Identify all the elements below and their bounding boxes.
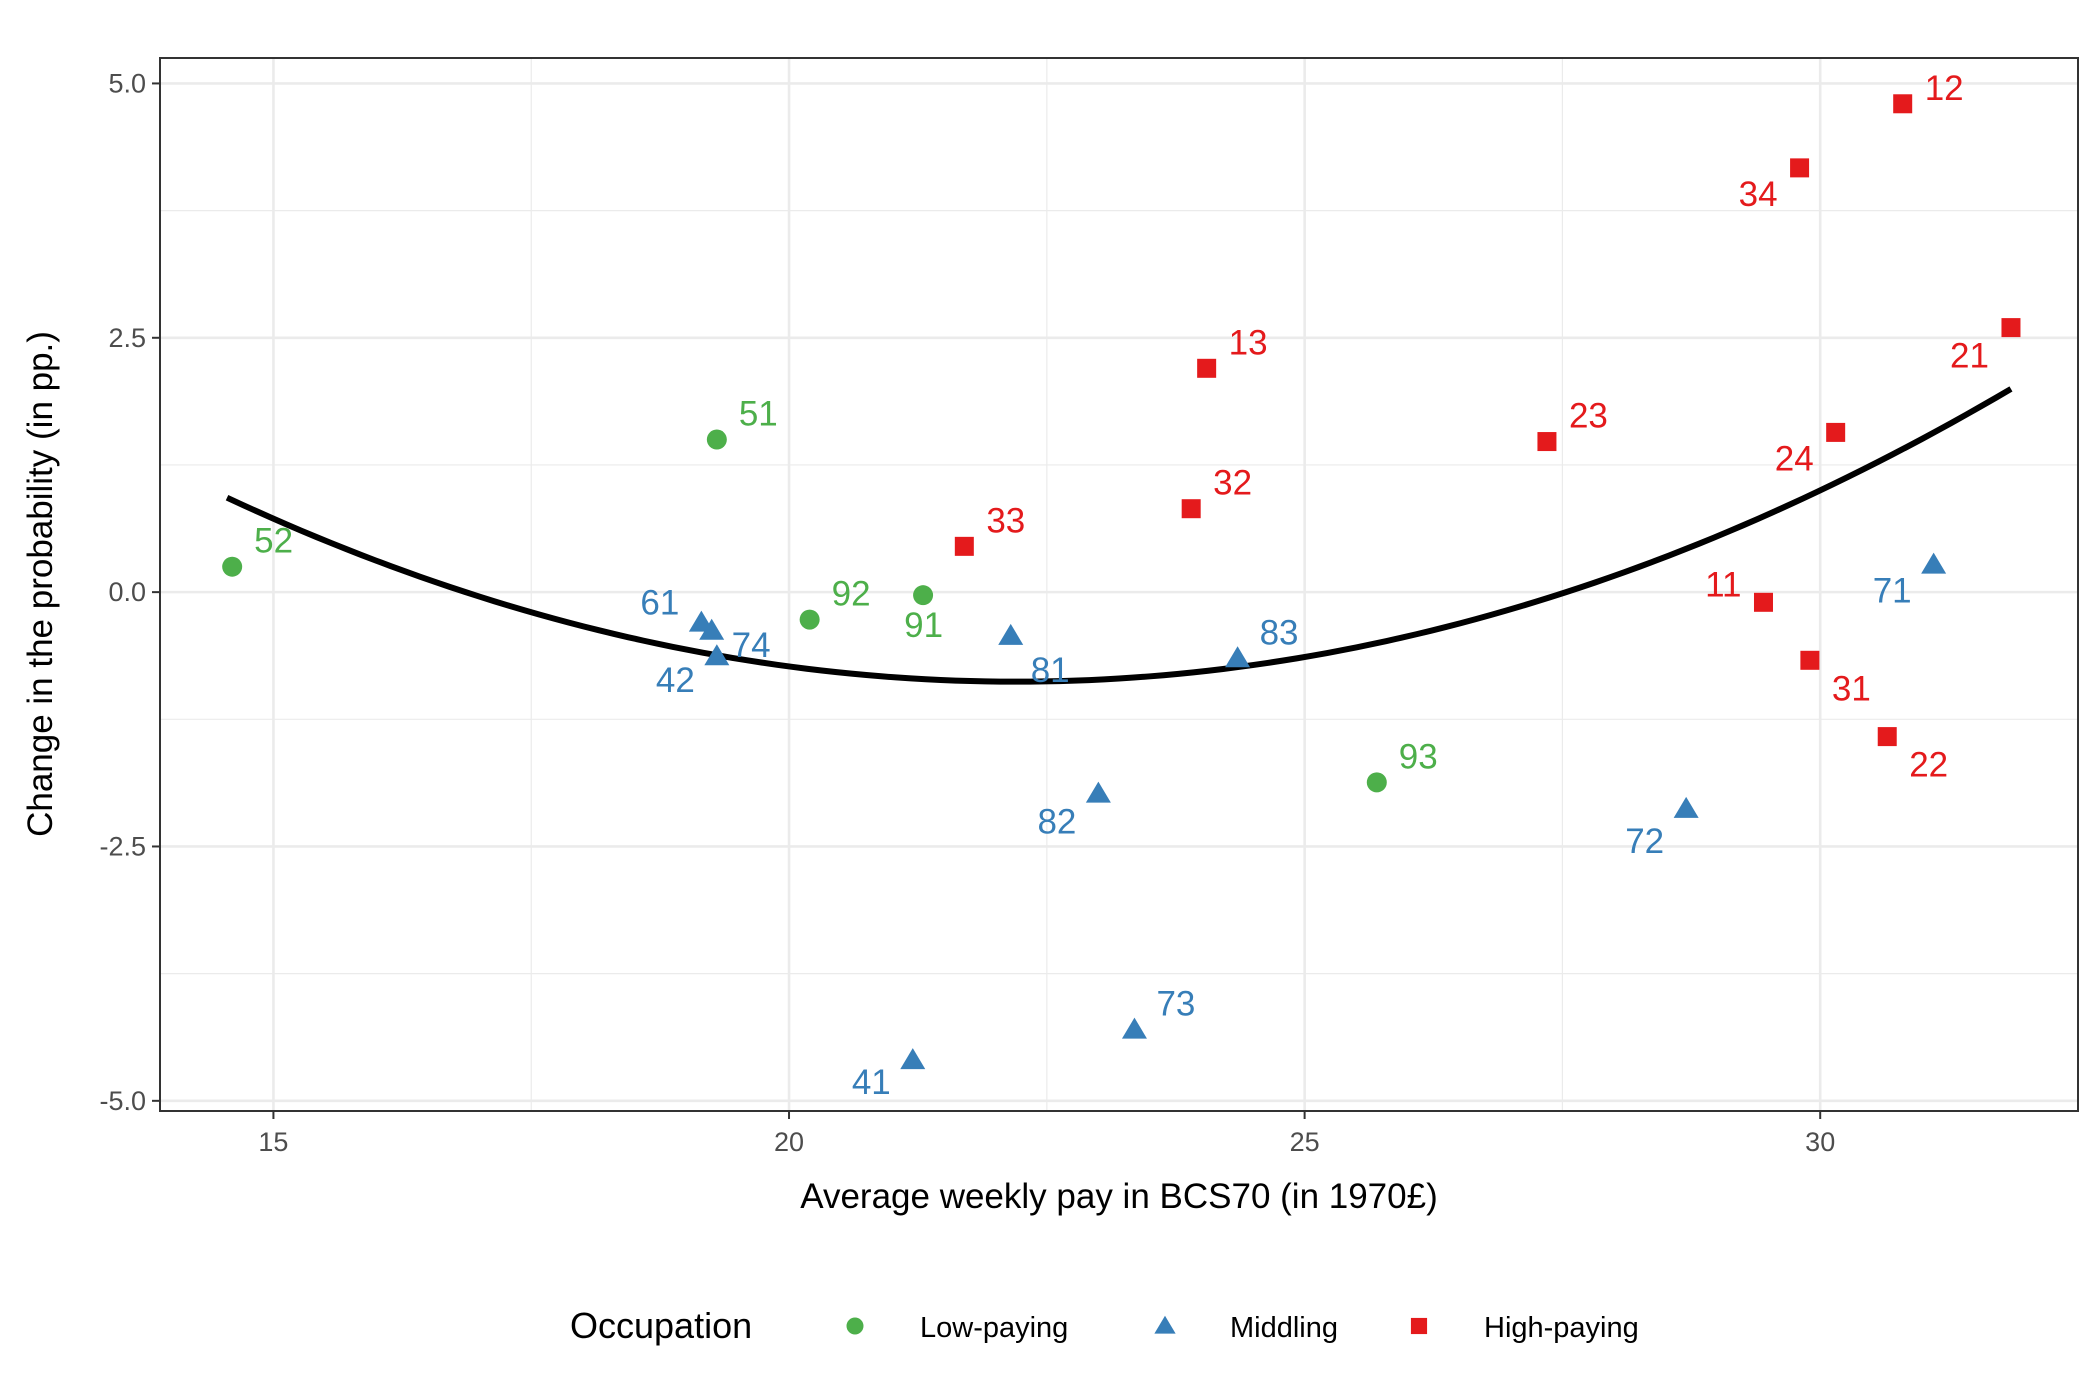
point-label: 93 — [1399, 737, 1438, 776]
data-point — [1121, 1017, 1147, 1039]
data-point — [1366, 772, 1387, 793]
plot-panel-border — [159, 57, 2079, 1112]
data-point — [1537, 432, 1557, 452]
major-gridlines — [160, 58, 2078, 1111]
point-label: 71 — [1873, 572, 1912, 611]
point-label: 82 — [1037, 803, 1076, 842]
data-point — [900, 1048, 926, 1070]
point-label: 11 — [1705, 565, 1741, 604]
x-tick-label: 25 — [1290, 1127, 1320, 1157]
point-label: 42 — [656, 661, 695, 700]
legend-label: Low-paying — [920, 1312, 1068, 1344]
point-label: 73 — [1156, 985, 1195, 1024]
point-label: 41 — [852, 1063, 891, 1102]
point-label: 72 — [1625, 822, 1664, 861]
data-point — [1790, 158, 1810, 178]
data-point — [1893, 94, 1913, 114]
data-point — [1197, 358, 1217, 378]
legend: Occupation Low-paying Middling High-paying — [570, 1305, 1639, 1346]
x-tick-label: 20 — [774, 1127, 804, 1157]
point-label: 12 — [1925, 69, 1964, 108]
legend-label: Middling — [1230, 1312, 1338, 1344]
x-axis-title: Average weekly pay in BCS70 (in 1970£) — [800, 1177, 1438, 1216]
legend-title: Occupation — [570, 1305, 752, 1346]
point-label: 33 — [986, 501, 1025, 540]
point-label: 31 — [1832, 669, 1871, 708]
y-tick-label: 2.5 — [108, 323, 146, 353]
fit-curve-layer — [225, 386, 2013, 685]
axes: 15 20 25 30 -5.0 -2.5 0.0 2.5 5.0 — [99, 68, 1835, 1157]
data-point — [1181, 499, 1201, 519]
data-point — [699, 618, 725, 640]
point-label: 74 — [732, 626, 771, 665]
data-point — [706, 429, 727, 450]
point-label: 83 — [1260, 613, 1299, 652]
data-point — [1877, 727, 1897, 747]
point-label: 61 — [640, 584, 679, 623]
data-point — [2001, 318, 2021, 338]
y-tick-label: 0.0 — [108, 577, 146, 607]
data-point — [1921, 552, 1947, 574]
data-point — [1225, 646, 1251, 668]
data-points-layer: 51 52 92 91 93 61 74 42 81 83 82 73 41 72 71 12 34 21 13 23… — [222, 69, 2021, 1102]
legend-key-circle — [846, 1317, 864, 1335]
point-label: 21 — [1950, 337, 1989, 376]
point-label: 91 — [904, 606, 943, 645]
point-label: 23 — [1569, 397, 1608, 436]
data-point — [1800, 650, 1820, 670]
data-point — [704, 644, 730, 666]
point-label: 52 — [254, 522, 293, 561]
data-point — [1826, 422, 1846, 442]
data-point — [1753, 592, 1773, 612]
point-label: 13 — [1229, 323, 1268, 362]
data-point — [998, 623, 1024, 645]
legend-label: High-paying — [1484, 1312, 1639, 1344]
point-label: 92 — [832, 575, 871, 614]
point-label: 32 — [1213, 464, 1252, 503]
fit-curve — [225, 386, 2013, 685]
x-tick-label: 30 — [1805, 1127, 1835, 1157]
legend-key-square — [1410, 1317, 1428, 1335]
data-point — [1673, 796, 1699, 818]
point-label: 22 — [1909, 746, 1948, 785]
y-tick-label: -2.5 — [99, 831, 146, 861]
data-point — [799, 609, 820, 630]
y-axis-title: Change in the probability (in pp.) — [21, 331, 60, 837]
data-point — [222, 556, 243, 577]
y-tick-label: 5.0 — [108, 68, 146, 98]
data-point — [954, 536, 974, 556]
data-point — [1085, 781, 1111, 803]
plot-panel-background — [160, 58, 2078, 1111]
x-tick-label: 15 — [258, 1127, 288, 1157]
data-point — [913, 585, 934, 606]
point-label: 34 — [1739, 175, 1778, 214]
point-label: 24 — [1775, 439, 1814, 478]
point-label: 51 — [739, 395, 778, 434]
y-tick-label: -5.0 — [99, 1086, 146, 1116]
legend-key-triangle — [1154, 1315, 1176, 1334]
point-label: 81 — [1031, 651, 1070, 690]
